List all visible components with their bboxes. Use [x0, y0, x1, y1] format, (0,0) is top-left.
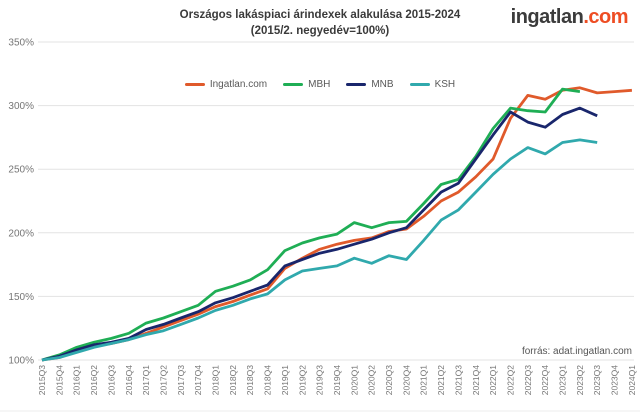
- chart-title: Országos lakáspiaci árindexek alakulása …: [0, 7, 640, 39]
- x-tick-label: 2020Q4: [401, 365, 411, 396]
- legend-label: KSH: [434, 79, 456, 90]
- x-tick-label: 2021Q2: [436, 365, 446, 396]
- x-tick-label: 2022Q2: [505, 365, 515, 396]
- legend-label: MBH: [308, 79, 331, 90]
- legend-swatch-icon: [283, 83, 304, 86]
- x-tick-label: 2023Q1: [558, 365, 568, 396]
- x-tick-label: 2018Q2: [228, 365, 238, 396]
- x-tick-label: 2019Q1: [280, 365, 290, 396]
- x-tick-label: 2017Q2: [158, 365, 168, 396]
- legend-swatch-icon: [346, 83, 367, 86]
- series-line-ingatlan-com: [41, 86, 633, 362]
- x-tick-label: 2018Q4: [263, 365, 273, 396]
- x-tick-label: 2022Q1: [488, 365, 498, 396]
- y-tick-label: 350%: [8, 38, 34, 49]
- x-tick-label: 2018Q3: [245, 365, 255, 396]
- legend-label: MNB: [371, 79, 394, 90]
- x-tick-label: 2023Q2: [575, 365, 585, 396]
- logo-text: ingatlan: [510, 6, 584, 28]
- x-tick-label: 2020Q2: [367, 365, 377, 396]
- x-tick-label: 2015Q3: [37, 365, 47, 396]
- x-tick-label: 2023Q3: [592, 365, 602, 396]
- x-tick-label: 2021Q3: [453, 365, 463, 396]
- x-tick-label: 2018Q1: [211, 365, 221, 396]
- legend-item-mbh: MBH: [283, 79, 330, 90]
- legend-item-ingatlan-com: Ingatlan.com: [184, 79, 268, 90]
- x-tick-label: 2016Q3: [106, 365, 116, 396]
- y-tick-label: 250%: [8, 165, 34, 176]
- chart-legend: Ingatlan.com MBH MNB KSH: [0, 79, 640, 90]
- series-lines: [41, 86, 633, 362]
- y-axis-labels: 100% 150% 200% 250% 300% 350%: [8, 38, 34, 367]
- x-tick-label: 2024Q1: [627, 365, 637, 396]
- y-tick-label: 150%: [8, 292, 34, 303]
- x-tick-label: 2017Q3: [176, 365, 186, 396]
- x-tick-label: 2015Q4: [54, 365, 64, 396]
- legend-item-ksh: KSH: [409, 79, 456, 90]
- ingatlan-logo[interactable]: ingatlan.com: [510, 6, 629, 29]
- x-tick-label: 2017Q1: [141, 365, 151, 396]
- chart-title-line2: (2015/2. negyedév=100%): [250, 25, 390, 38]
- chart-title-line1: Országos lakáspiaci árindexek alakulása …: [179, 9, 461, 21]
- x-tick-label: 2021Q1: [419, 365, 429, 396]
- x-tick-label: 2017Q4: [193, 365, 203, 396]
- x-tick-label: 2016Q2: [89, 365, 99, 396]
- series-line-mnb: [41, 106, 598, 362]
- y-tick-label: 100%: [8, 356, 34, 367]
- x-tick-label: 2019Q3: [315, 365, 325, 396]
- series-line-ksh: [41, 138, 598, 362]
- x-tick-label: 2019Q4: [332, 365, 342, 396]
- legend-swatch-icon: [184, 83, 205, 86]
- x-tick-label: 2021Q4: [471, 365, 481, 396]
- series-line-mbh: [41, 87, 581, 362]
- x-tick-label: 2023Q4: [610, 365, 620, 396]
- x-tick-label: 2022Q3: [523, 365, 533, 396]
- logo-suffix: .com: [583, 6, 628, 28]
- x-tick-label: 2016Q4: [124, 365, 134, 396]
- legend-item-mnb: MNB: [346, 79, 394, 90]
- x-axis-labels: 2015Q3 2015Q4 2016Q1 2016Q2 2016Q3 2016Q4 2017…: [37, 365, 637, 396]
- y-tick-label: 300%: [8, 101, 34, 112]
- y-tick-label: 200%: [8, 228, 34, 239]
- x-tick-label: 2020Q3: [384, 365, 394, 396]
- legend-swatch-icon: [409, 83, 430, 86]
- gridlines: [38, 41, 634, 361]
- x-tick-label: 2020Q1: [349, 365, 359, 396]
- source-note: forrás: adat.ingatlan.com: [521, 346, 632, 357]
- x-tick-label: 2016Q1: [72, 365, 82, 396]
- x-tick-label: 2019Q2: [297, 365, 307, 396]
- legend-label: Ingatlan.com: [209, 79, 268, 90]
- x-tick-label: 2022Q4: [540, 365, 550, 396]
